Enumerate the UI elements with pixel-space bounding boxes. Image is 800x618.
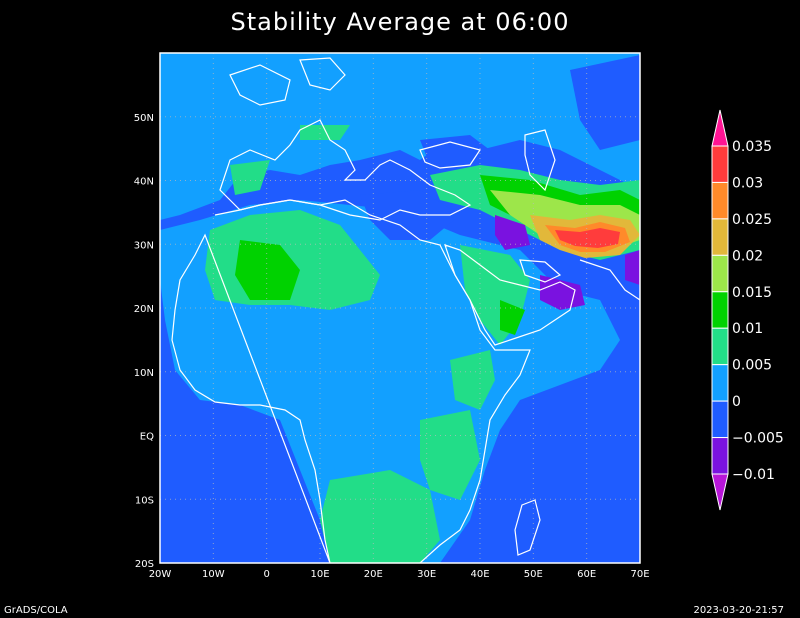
y-axis-ticks: 20S 10S EQ 10N 20N 30N 40N 50N [134,113,154,570]
colorbar-level-label: 0.02 [732,248,763,264]
colorbar-bottom-arrow [711,473,729,511]
y-tick-label: 20S [135,559,154,570]
colorbar-swatch [711,218,729,256]
coastlines [171,57,640,563]
coastline-black-sea [419,141,481,169]
colorbar-swatch [711,181,729,220]
plot-frame [159,52,641,564]
footer-timestamp: 2023-03-20-21:57 [693,605,784,616]
colorbar-level-label: −0.01 [732,467,775,483]
x-tick-label: 10W [202,569,225,580]
y-tick-label: 40N [134,177,154,188]
coastline-caspian [524,129,556,192]
colorbar: 0.035 0.03 0.025 0.02 0.015 0.01 0.005 0 −0.005 −… [711,109,784,511]
colorbar-level-label: 0.035 [732,139,772,155]
grid-lines [160,53,640,563]
field-green-east-africa [320,350,495,563]
colorbar-swatch [711,327,729,366]
colorbar-level-label: 0.005 [732,358,772,374]
colorbar-top-arrow [711,109,729,147]
coastline-europe [219,119,472,221]
coastline-asia-east [579,259,640,301]
y-tick-label: 10S [135,495,154,506]
colorbar-level-label: 0.015 [732,285,772,301]
field-purple [495,215,640,310]
y-tick-label: 20N [134,304,154,315]
colorbar-swatch [711,400,729,439]
x-tick-label: 30E [417,569,436,580]
y-tick-label: 30N [134,240,154,251]
x-tick-label: 0 [263,569,269,580]
coastline-scandinavia [229,57,346,106]
colorbar-swatch [711,254,729,293]
colorbar-level-label: 0.025 [732,212,772,228]
colorbar-level-label: −0.005 [732,431,784,447]
y-tick-label: 10N [134,368,154,379]
coastline-madagascar [514,499,541,556]
colorbar-level-label: 0.01 [732,321,763,337]
x-tick-label: 70E [630,569,649,580]
x-tick-label: 50E [524,569,543,580]
x-tick-label: 60E [577,569,596,580]
y-tick-label: 50N [134,113,154,124]
x-tick-label: 40E [470,569,489,580]
coastline-persian-gulf [519,259,562,283]
colorbar-swatch [711,364,729,402]
colorbar-swatch [711,145,729,183]
x-tick-label: 20W [149,569,172,580]
chart-title: Stability Average at 06:00 [230,8,570,36]
field-red [555,228,620,248]
colorbar-swatch [711,437,729,475]
footer-left-text: GrADS/COLA [4,605,68,616]
colorbar-swatch [711,291,729,329]
x-axis-ticks: 20W 10W 0 10E 20E 30E 40E 50E 60E 70E [149,569,650,580]
colorbar-level-label: 0 [732,394,741,410]
field-light-blue-north [210,75,480,160]
x-tick-label: 20E [364,569,383,580]
x-tick-label: 10E [310,569,329,580]
colorbar-level-label: 0.03 [732,175,763,191]
y-tick-label: EQ [140,432,154,443]
coastline-arabia [444,244,576,346]
